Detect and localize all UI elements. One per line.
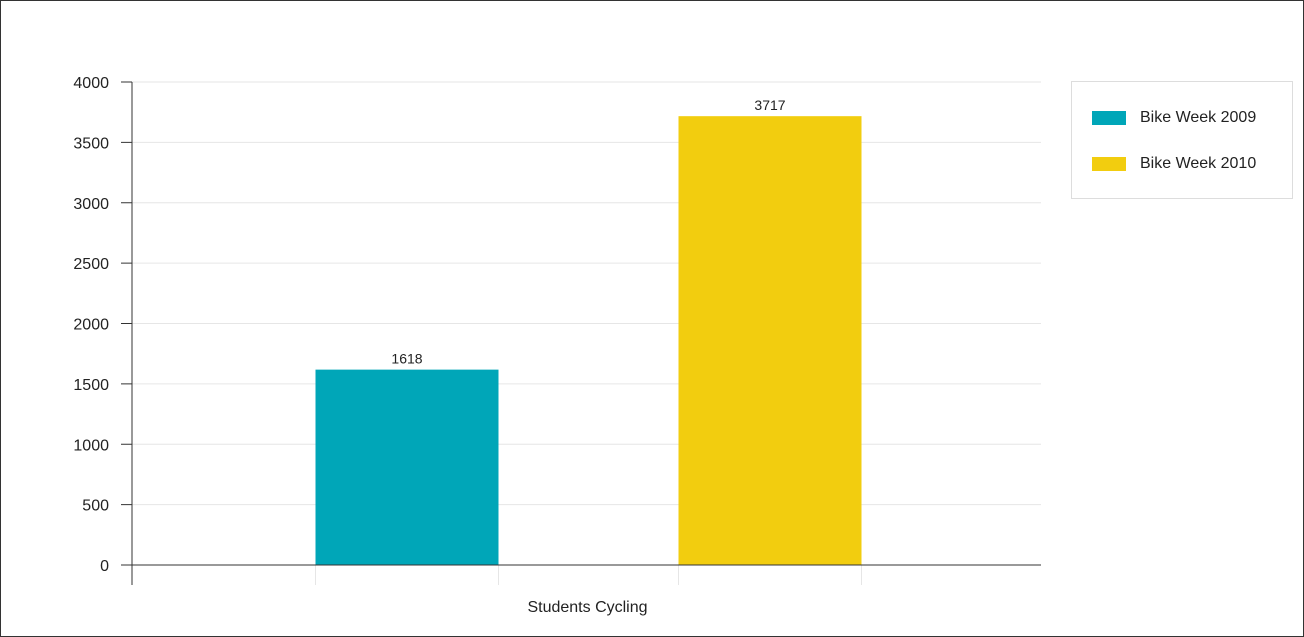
legend-item-bike-week-2010[interactable]: Bike Week 2010 <box>1092 154 1256 174</box>
y-tick-label: 3500 <box>73 135 109 152</box>
data-label: 3717 <box>754 97 785 113</box>
data-label: 1618 <box>391 351 422 367</box>
legend: Bike Week 2009 Bike Week 2010 <box>1071 81 1293 199</box>
y-tick-label: 2000 <box>73 317 109 334</box>
y-tick-label: 0 <box>100 558 109 575</box>
legend-swatch-2010 <box>1092 157 1126 171</box>
bar-bike-week-2010 <box>678 116 862 566</box>
y-tick-label: 500 <box>82 498 109 515</box>
legend-item-bike-week-2009[interactable]: Bike Week 2009 <box>1092 108 1256 128</box>
bar-bike-week-2009 <box>315 369 499 565</box>
bars: 1618 3717 <box>315 97 862 566</box>
axes <box>121 82 1041 585</box>
legend-label: Bike Week 2009 <box>1140 109 1257 126</box>
y-tick-label: 2500 <box>73 256 109 273</box>
x-category-label: Students Cycling <box>527 599 647 616</box>
y-tick-label: 1500 <box>73 377 109 394</box>
x-axis-labels: Students Cycling <box>527 599 647 616</box>
y-tick-label: 1000 <box>73 437 109 454</box>
legend-swatch-2009 <box>1092 111 1126 125</box>
y-axis-ticks: 0 500 1000 1500 2000 2500 3000 3500 4000 <box>73 75 132 575</box>
gridlines <box>132 81 1041 585</box>
y-tick-label: 3000 <box>73 196 109 213</box>
legend-label: Bike Week 2010 <box>1140 155 1257 172</box>
y-tick-label: 4000 <box>73 75 109 92</box>
